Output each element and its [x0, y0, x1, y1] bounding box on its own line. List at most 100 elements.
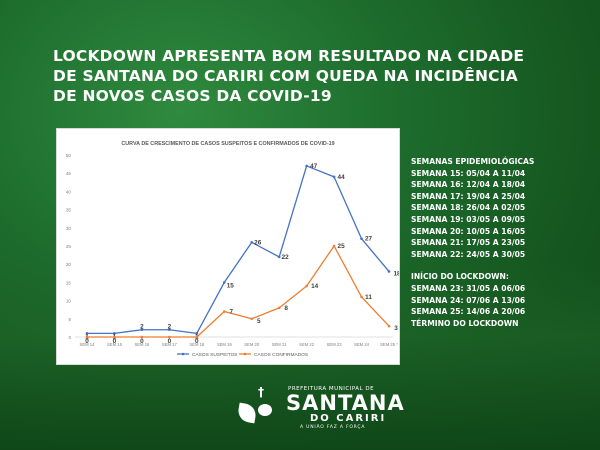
data-label: 0 [168, 338, 172, 345]
city-name-suffix: DO CARIRI [310, 413, 387, 424]
week-item: SEMANA 18: 26/04 A 02/05 [411, 203, 526, 213]
data-point [222, 281, 226, 284]
data-label: 0 [195, 338, 199, 345]
headline-line-2: DE SANTANA DO CARIRI COM QUEDA NA INCIDÊ… [53, 67, 518, 85]
cross-icon: † [258, 385, 264, 399]
municipality-label: PREFEITURA MUNICIPAL DE [288, 386, 375, 392]
data-label: 5 [257, 318, 261, 325]
series-line-suspected [87, 165, 390, 335]
data-label: 15 [227, 282, 235, 289]
data-point [140, 335, 144, 339]
data-point [168, 328, 171, 332]
x-tick-label: SEM 21 [272, 342, 288, 347]
data-point [168, 335, 171, 339]
data-label: 47 [310, 163, 318, 170]
line-chart: CURVA DE CRESCIMENTO DE CASOS SUSPEITOS … [66, 141, 399, 358]
data-point [195, 332, 199, 335]
city-motto: A UNIÃO FAZ A FORÇA [300, 425, 366, 430]
data-label: 2 [140, 324, 144, 331]
data-label: 25 [338, 243, 346, 250]
data-label: 7 [229, 309, 233, 316]
data-label: 27 [365, 236, 373, 243]
weeks-title: SEMANAS EPIDEMIOLÓGICAS [411, 157, 535, 166]
data-label: 0 [140, 338, 144, 345]
x-tick-label: SEM 15 [107, 342, 123, 347]
data-label: 3 [394, 325, 398, 332]
y-tick-label: 25 [66, 244, 72, 249]
data-point [277, 306, 281, 310]
data-point [222, 310, 226, 313]
data-point [140, 328, 144, 332]
municipal-logo: † PREFEITURA MUNICIPAL DE SANTANA DO CAR… [230, 382, 404, 432]
y-tick-label: 0 [68, 335, 71, 340]
data-point [332, 244, 336, 248]
data-label: 0 [113, 338, 117, 345]
data-label: 8 [284, 305, 288, 312]
data-point [85, 332, 89, 335]
data-point [85, 335, 89, 339]
data-label: 0 [85, 338, 89, 345]
week-item: SEMANA 15: 05/04 A 11/04 [411, 168, 526, 178]
week-item: SEMANA 16: 12/04 A 18/04 [411, 180, 526, 190]
x-tick-label: SEM 24 [354, 342, 370, 347]
x-tick-label: SEM 25 * [380, 342, 398, 347]
lockdown-end: TÉRMINO DO LOCKDOWN [411, 318, 519, 328]
data-point [332, 175, 336, 179]
data-point [305, 284, 308, 288]
lockdown-week-item: SEMANA 24: 07/06 A 13/06 [411, 295, 526, 305]
data-label: 2 [168, 324, 172, 331]
chart-title: CURVA DE CRESCIMENTO DE CASOS SUSPEITOS … [121, 141, 334, 147]
x-tick-label: SEM 16 [134, 342, 150, 347]
x-tick-label: SEM 17 [162, 342, 178, 347]
data-point [277, 255, 281, 259]
lockdown-week-item: SEMANA 25: 14/06 A 20/06 [411, 307, 526, 317]
info-panel: SEMANAS EPIDEMIOLÓGICAS SEMANA 15: 05/04… [411, 156, 596, 329]
x-tick-label: SEM 23 [327, 342, 343, 347]
animal-icon [258, 404, 272, 416]
leaf-icon [236, 402, 258, 424]
city-name: SANTANA [286, 391, 405, 415]
data-point [195, 335, 199, 339]
week-item: SEMANA 17: 19/04 A 25/04 [411, 191, 526, 201]
week-item: SEMANA 19: 03/05 A 09/05 [411, 214, 526, 224]
data-point [360, 237, 363, 241]
chart-card: CURVA DE CRESCIMENTO DE CASOS SUSPEITOS … [56, 128, 400, 365]
headline-line-1: LOCKDOWN APRESENTA BOM RESULTADO NA CIDA… [53, 47, 525, 65]
x-tick-label: SEM 14 [80, 342, 96, 347]
x-tick-label: SEM 22 [299, 342, 315, 347]
x-tick-label: SEM 18 [189, 342, 205, 347]
legend-marker [243, 352, 247, 356]
data-point [250, 241, 254, 244]
y-tick-label: 30 [66, 226, 72, 231]
data-label: 44 [338, 174, 346, 181]
data-point [387, 324, 391, 328]
headline: LOCKDOWN APRESENTA BOM RESULTADO NA CIDA… [53, 46, 553, 106]
legend-marker [181, 352, 185, 356]
y-tick-label: 10 [66, 299, 72, 304]
y-tick-label: 40 [66, 189, 72, 194]
data-label: 18 [393, 270, 399, 277]
legend-label: CASOS SUSPEITOS [192, 352, 238, 358]
data-point [250, 317, 254, 321]
data-label: 22 [282, 254, 290, 261]
week-item: SEMANA 20: 10/05 A 16/05 [411, 226, 526, 236]
lockdown-title: INÍCIO DO LOCKDOWN: [411, 272, 509, 282]
data-point [387, 270, 391, 273]
data-label: 11 [365, 294, 372, 301]
data-point [113, 332, 116, 335]
y-tick-label: 15 [66, 280, 72, 285]
week-item: SEMANA 22: 24/05 A 30/05 [411, 249, 526, 259]
data-point [360, 295, 363, 299]
data-point [305, 164, 308, 168]
week-item: SEMANA 21: 17/05 A 23/05 [411, 238, 526, 248]
y-tick-label: 35 [66, 208, 72, 213]
headline-line-3: DE NOVOS CASOS DA COVID-19 [53, 87, 332, 105]
data-point [113, 335, 116, 339]
series-line-confirmed [87, 245, 390, 338]
x-tick-label: SEM 20 [244, 342, 260, 347]
y-tick-label: 5 [68, 317, 71, 322]
y-tick-label: 20 [66, 262, 72, 267]
legend-label: CASOS CONFIRMADOS [254, 352, 308, 358]
spacer [411, 260, 596, 271]
y-tick-label: 45 [66, 171, 72, 176]
